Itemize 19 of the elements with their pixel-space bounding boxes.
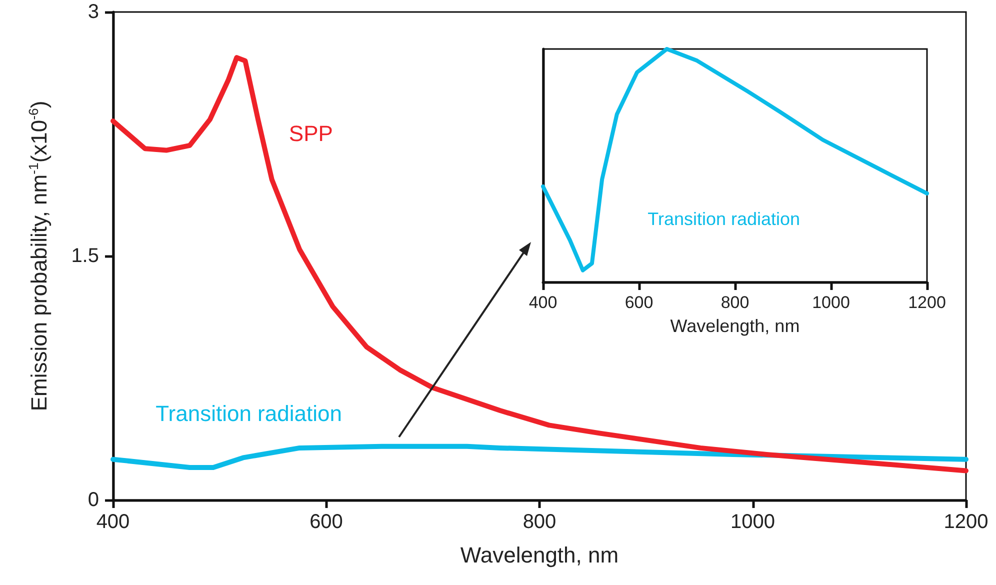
x-tick-label: 600 (310, 511, 343, 533)
x-tick-label: 800 (720, 293, 750, 312)
y-tick-label: 1.5 (71, 245, 99, 267)
x-tick-label: 400 (96, 511, 130, 533)
text: Transition radiation (648, 208, 800, 229)
x-tick-label: 1200 (944, 511, 988, 533)
x-tick-label: 600 (624, 293, 654, 312)
x-tick-label: 1200 (908, 293, 946, 312)
series-label: Transition radiation (156, 400, 342, 426)
x-axis-title: Wavelength, nm (670, 316, 800, 336)
x-tick-label: 400 (528, 293, 558, 312)
x-axis-title: Wavelength, nm (460, 542, 619, 568)
x-tick-label: 1000 (730, 511, 775, 533)
series-label: SPP (288, 121, 333, 146)
y-axis-title: Emission probability, nm-1(x10-6) (26, 100, 52, 412)
y-tick-label: 3 (88, 1, 99, 23)
y-tick-label: 0 (88, 489, 99, 511)
x-tick-label: 1000 (812, 293, 850, 312)
x-tick-label: 800 (522, 511, 556, 533)
